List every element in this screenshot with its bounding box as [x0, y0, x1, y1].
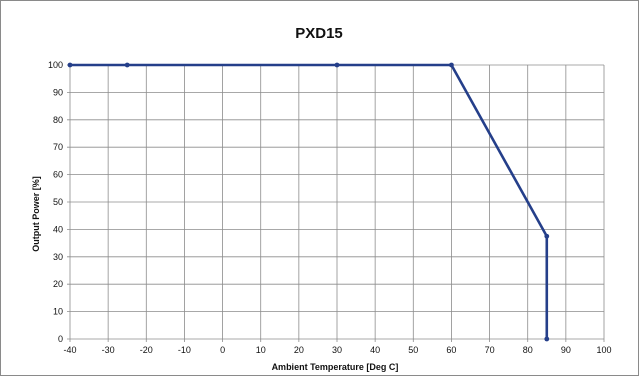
data-points	[67, 62, 550, 342]
series-line-0	[68, 63, 549, 341]
y-tick-label-7: 70	[53, 142, 63, 152]
y-tick-label-1: 10	[53, 307, 63, 317]
x-tick-label-8: 40	[370, 345, 380, 355]
x-tick-label-2: -20	[140, 345, 153, 355]
y-axis-label: Output Power [%]	[31, 176, 41, 252]
x-axis-label: Ambient Temperature [Deg C]	[272, 362, 399, 372]
x-axis-tick-labels: -40 -30 -20 -10 0 10 20 30 40 50 60 70 80 90 100	[63, 345, 611, 355]
y-tick-label-6: 60	[53, 170, 63, 180]
y-axis-tick-labels: 0 10 20 30 40 50 60 70 80 90 100	[48, 60, 63, 344]
x-tick-label-3: -10	[178, 345, 191, 355]
y-tick-label-3: 30	[53, 252, 63, 262]
chart-title: PXD15	[295, 25, 343, 42]
y-tick-label-10: 100	[48, 60, 63, 70]
horizontal-gridlines	[67, 64, 604, 340]
series-group	[68, 63, 549, 341]
vertical-gridlines	[69, 65, 605, 342]
data-point-4	[544, 233, 550, 239]
x-tick-label-5: 10	[256, 345, 266, 355]
x-tick-label-6: 20	[294, 345, 304, 355]
data-point-2	[334, 62, 340, 68]
x-tick-label-1: -30	[102, 345, 115, 355]
y-tick-label-4: 40	[53, 224, 63, 234]
x-tick-label-10: 60	[446, 345, 456, 355]
data-point-1	[124, 62, 130, 68]
data-point-3	[449, 62, 454, 68]
x-tick-label-0: -40	[63, 345, 76, 355]
x-tick-label-9: 50	[408, 345, 418, 355]
x-tick-label-13: 90	[561, 345, 571, 355]
data-point-0	[67, 62, 73, 68]
y-tick-label-8: 80	[53, 115, 63, 125]
x-tick-label-11: 70	[485, 345, 495, 355]
x-tick-label-4: 0	[220, 345, 225, 355]
y-tick-label-2: 20	[53, 279, 63, 289]
data-point-5	[544, 336, 550, 342]
y-tick-label-0: 0	[58, 334, 63, 344]
y-tick-label-5: 50	[53, 197, 63, 207]
x-tick-label-12: 80	[523, 345, 533, 355]
x-tick-label-14: 100	[596, 345, 611, 355]
x-tick-label-7: 30	[332, 345, 342, 355]
y-tick-label-9: 90	[53, 87, 63, 97]
